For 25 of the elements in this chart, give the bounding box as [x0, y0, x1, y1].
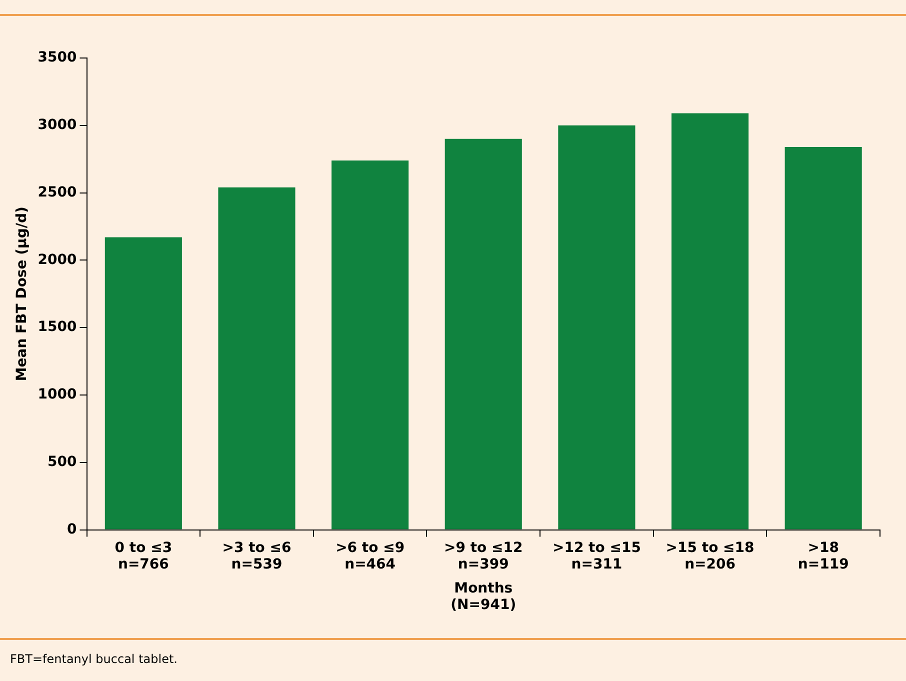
y-tick-label: 500: [48, 454, 78, 470]
y-tick-label: 2500: [38, 184, 78, 200]
x-axis-title: Months (N=941): [450, 580, 516, 614]
x-tick-label: >3 to ≤6 n=539: [222, 540, 292, 573]
y-tick-label: 3500: [38, 50, 78, 66]
y-tick-label: 2000: [38, 252, 78, 268]
x-tick-label: 0 to ≤3 n=766: [114, 540, 172, 573]
bar: [218, 187, 296, 530]
bar: [784, 146, 862, 530]
x-tick-label: >9 to ≤12 n=399: [444, 540, 523, 573]
bar: [558, 125, 636, 530]
bar: [671, 113, 749, 530]
bar: [332, 160, 409, 530]
y-tick-label: 3000: [38, 117, 78, 134]
text: FBT=fentanyl buccal tablet.: [10, 652, 178, 666]
y-tick-label: 0: [67, 521, 78, 538]
bar: [444, 138, 522, 530]
y-tick-label: 1000: [38, 386, 78, 403]
y-axis-title: Mean FBT Dose (µg/d): [14, 206, 30, 382]
x-tick-label: >15 to ≤18 n=206: [666, 540, 754, 573]
x-tick-label: >12 to ≤15 n=311: [552, 540, 641, 573]
bar: [104, 237, 182, 530]
y-tick-label: 1500: [38, 319, 78, 336]
x-tick-label: >18 n=119: [798, 540, 849, 573]
x-tick-label: >6 to ≤9 n=464: [336, 540, 405, 573]
